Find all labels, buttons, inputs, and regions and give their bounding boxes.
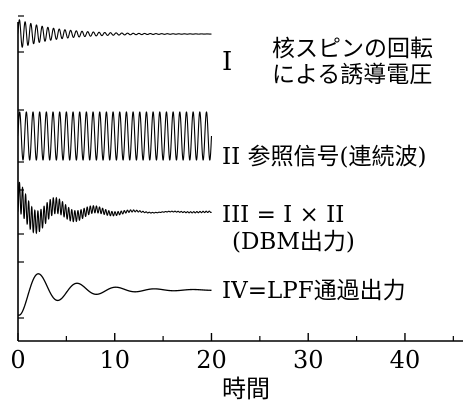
series-label-3-desc: (DBM出力) bbox=[232, 229, 355, 255]
series-label-1: I bbox=[222, 47, 232, 77]
traces bbox=[17, 19, 213, 316]
series-label-4: IV=LPF通過出力 bbox=[222, 278, 406, 304]
series-line-1 bbox=[17, 19, 212, 48]
x-tick-label-0: 0 bbox=[10, 346, 25, 374]
series-line-3 bbox=[17, 181, 212, 235]
x-tick-label-20: 20 bbox=[196, 346, 227, 374]
series-line-2 bbox=[17, 111, 213, 161]
series-label-1-desc-b: による誘導電圧 bbox=[272, 62, 432, 88]
series-label-1-desc-a: 核スピンの回転 bbox=[272, 36, 433, 62]
x-tick-label-30: 30 bbox=[293, 346, 324, 374]
series-label-2: II 参照信号(連続波) bbox=[222, 144, 426, 170]
x-axis-label: 時間 bbox=[222, 375, 270, 403]
series-line-4 bbox=[17, 273, 212, 316]
x-tick-label-10: 10 bbox=[99, 346, 130, 374]
series-label-3: III = I × II bbox=[222, 202, 344, 228]
x-tick-label-40: 40 bbox=[390, 346, 421, 374]
axes bbox=[17, 15, 463, 342]
x-tick-labels: 0 10 20 30 40 bbox=[10, 346, 420, 374]
